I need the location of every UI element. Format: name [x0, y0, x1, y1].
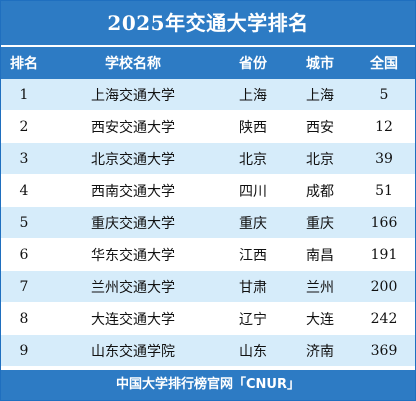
table-body: 1 上海交通大学 上海 上海 5 2 西安交通大学 陕西 西安 12 3 北京交…	[1, 79, 415, 367]
cell-school: 北京交通大学	[91, 151, 175, 168]
cell-school: 大连交通大学	[91, 311, 175, 328]
cell-province: 甘肃	[239, 279, 267, 296]
header-school: 学校名称	[105, 56, 161, 72]
cell-rank: 6	[19, 246, 29, 263]
cell-national: 191	[370, 246, 398, 263]
cell-school: 山东交通学院	[91, 343, 175, 360]
cell-city: 大连	[306, 311, 334, 328]
cell-school: 西安交通大学	[91, 119, 175, 136]
header-rank: 排名	[10, 56, 38, 72]
table-row: 1 上海交通大学 上海 上海 5	[1, 79, 415, 111]
table-row: 5 重庆交通大学 重庆 重庆 166	[1, 207, 415, 239]
cell-school: 上海交通大学	[91, 87, 175, 104]
cell-national: 5	[379, 86, 389, 103]
cell-school: 西南交通大学	[91, 183, 175, 200]
cell-national: 51	[375, 182, 393, 199]
cell-national: 200	[370, 278, 398, 295]
cell-school: 重庆交通大学	[91, 215, 175, 232]
cell-rank: 8	[19, 310, 29, 327]
cell-city: 济南	[306, 343, 334, 360]
cell-school: 华东交通大学	[91, 247, 175, 264]
title-gap	[1, 45, 415, 47]
header-national: 全国	[370, 56, 398, 72]
page-title: 2025年交通大学排名	[1, 1, 415, 45]
table-row: 3 北京交通大学 北京 北京 39	[1, 143, 415, 175]
cell-city: 南昌	[306, 247, 334, 264]
cell-rank: 7	[19, 278, 29, 295]
cell-national: 369	[370, 342, 398, 359]
cell-province: 上海	[239, 87, 267, 104]
cell-province: 陕西	[239, 119, 267, 136]
cell-city: 西安	[306, 119, 334, 136]
cell-national: 12	[375, 118, 393, 135]
table-row: 9 山东交通学院 山东 济南 369	[1, 335, 415, 367]
cell-province: 辽宁	[239, 311, 267, 328]
cell-rank: 9	[19, 342, 29, 359]
cell-province: 山东	[239, 343, 267, 360]
cell-province: 江西	[239, 247, 267, 264]
footer-source: 中国大学排行榜官网「CNUR」	[1, 370, 415, 400]
cell-province: 四川	[239, 183, 267, 200]
cell-rank: 4	[19, 182, 29, 199]
cell-rank: 1	[19, 86, 29, 103]
cell-province: 重庆	[239, 215, 267, 232]
table-row: 2 西安交通大学 陕西 西安 12	[1, 111, 415, 143]
header-city: 城市	[306, 56, 334, 72]
table-header: 排名 学校名称 省份 城市 全国	[1, 47, 415, 79]
table-row: 8 大连交通大学 辽宁 大连 242	[1, 303, 415, 335]
cell-rank: 3	[19, 150, 29, 167]
cell-city: 成都	[306, 183, 334, 200]
cell-rank: 5	[19, 214, 29, 231]
table-row: 7 兰州交通大学 甘肃 兰州 200	[1, 271, 415, 303]
table-row: 4 西南交通大学 四川 成都 51	[1, 175, 415, 207]
cell-city: 北京	[306, 151, 334, 168]
cell-rank: 2	[19, 118, 29, 135]
cell-city: 上海	[306, 87, 334, 104]
cell-national: 166	[370, 214, 398, 231]
cell-national: 39	[375, 150, 393, 167]
cell-city: 兰州	[306, 279, 334, 296]
cell-national: 242	[370, 310, 398, 327]
cell-city: 重庆	[306, 215, 334, 232]
table-row: 6 华东交通大学 江西 南昌 191	[1, 239, 415, 271]
cell-province: 北京	[239, 151, 267, 168]
header-province: 省份	[239, 56, 267, 72]
cell-school: 兰州交通大学	[91, 279, 175, 296]
